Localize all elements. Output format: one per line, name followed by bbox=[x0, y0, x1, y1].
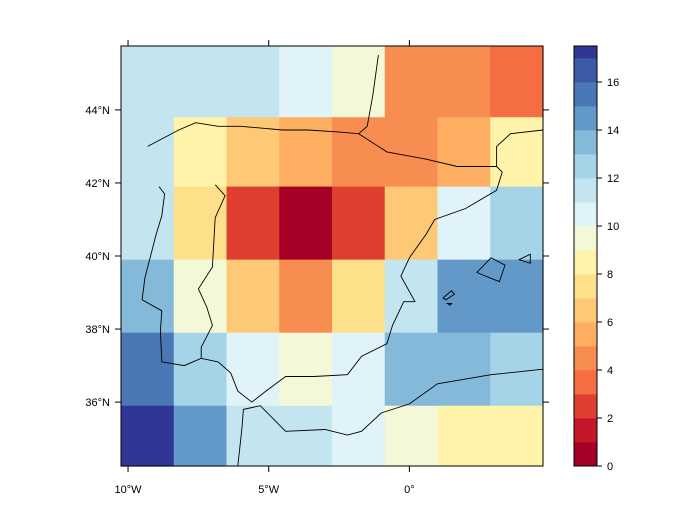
y-tick-label: 44°N bbox=[85, 105, 110, 117]
heatmap-cell bbox=[226, 46, 280, 118]
heatmap-cell bbox=[437, 117, 491, 188]
island-outline bbox=[445, 303, 453, 306]
colorbar-swatch bbox=[574, 442, 597, 467]
colorbar-swatch bbox=[574, 418, 597, 443]
heatmap-cell bbox=[173, 332, 228, 407]
colorbar-swatch bbox=[574, 154, 597, 179]
coastline-north bbox=[147, 55, 379, 147]
heatmap-cell bbox=[332, 186, 386, 261]
colorbar-swatch bbox=[574, 394, 597, 419]
heatmap-cell bbox=[279, 259, 333, 334]
heatmap-cell bbox=[384, 117, 439, 188]
heatmap-cell bbox=[173, 259, 228, 334]
heatmap-cell bbox=[226, 332, 280, 407]
colorbar-swatch bbox=[574, 322, 597, 347]
heatmap-cell bbox=[226, 405, 280, 467]
coastline-africa bbox=[237, 368, 544, 467]
colorbar-frame bbox=[573, 45, 598, 467]
heatmap-cells bbox=[121, 46, 544, 467]
colorbar-swatch bbox=[574, 370, 597, 395]
heatmap-cell bbox=[121, 46, 175, 118]
colorbar-tick-label: 0 bbox=[607, 461, 613, 473]
heatmap-cell bbox=[332, 259, 386, 334]
map-axes: 10°W 5°W 0° 36°N 38°N 40°N 42°N 44°N bbox=[85, 40, 549, 496]
heatmap-cell bbox=[437, 259, 491, 334]
colorbar-tick-label: 8 bbox=[607, 269, 613, 281]
colorbar-swatch bbox=[574, 82, 597, 107]
colorbar: 0 2 4 6 8 10 12 14 16 bbox=[573, 45, 619, 473]
island-outline bbox=[442, 290, 456, 301]
heatmap-cell bbox=[332, 332, 386, 407]
y-tick-label: 40°N bbox=[85, 251, 110, 263]
colorbar-tick-label: 4 bbox=[607, 365, 613, 377]
heatmap-cell bbox=[384, 186, 439, 261]
colorbar-tick-label: 2 bbox=[607, 413, 613, 425]
heatmap-cell bbox=[121, 186, 175, 261]
colorbar-tick-label: 16 bbox=[607, 77, 619, 89]
country-border bbox=[197, 184, 226, 359]
colorbar-swatch bbox=[574, 130, 597, 155]
y-tick-label: 36°N bbox=[85, 397, 110, 409]
x-tick-label: 10°W bbox=[115, 484, 143, 496]
island-outline bbox=[517, 253, 531, 264]
heatmap-cell bbox=[332, 117, 386, 188]
heatmap-cell bbox=[121, 405, 175, 467]
colorbar-swatch bbox=[574, 178, 597, 203]
y-tick-label: 42°N bbox=[85, 178, 110, 190]
heatmap-cell bbox=[437, 405, 491, 467]
heatmap-cell bbox=[490, 259, 544, 334]
colorbar-tick-label: 6 bbox=[607, 317, 613, 329]
x-tick-label: 5°W bbox=[258, 484, 280, 496]
heatmap-cell bbox=[121, 332, 175, 407]
heatmap-cell bbox=[384, 46, 439, 118]
y-tick-label: 38°N bbox=[85, 324, 110, 336]
colorbar-swatch bbox=[574, 202, 597, 227]
heatmap-cell bbox=[332, 46, 386, 118]
colorbar-swatch bbox=[574, 250, 597, 275]
heatmap-cell bbox=[437, 186, 491, 261]
heatmap-cell bbox=[173, 405, 228, 467]
colorbar-tick-label: 12 bbox=[607, 173, 619, 185]
heatmap-cell bbox=[490, 332, 544, 407]
colorbar-swatch bbox=[574, 298, 597, 323]
heatmap-cell bbox=[384, 332, 439, 407]
heatmap-cell bbox=[490, 117, 544, 188]
coastline-france bbox=[496, 129, 544, 167]
heatmap-cell bbox=[121, 259, 175, 334]
heatmap-cell bbox=[279, 405, 333, 467]
colorbar-swatch bbox=[574, 46, 597, 59]
heatmap-cell bbox=[437, 332, 491, 407]
island-outline bbox=[476, 257, 506, 283]
heatmap-cell bbox=[279, 46, 333, 118]
colorbar-swatch bbox=[574, 58, 597, 83]
heatmap-cell bbox=[279, 186, 333, 261]
heatmap-cell bbox=[437, 46, 491, 118]
heatmap-cell bbox=[279, 332, 333, 407]
heatmap-cell bbox=[490, 186, 544, 261]
heatmap-cell bbox=[226, 186, 280, 261]
x-tick-label: 0° bbox=[404, 484, 415, 496]
colorbar-swatch bbox=[574, 346, 597, 371]
heatmap-cell bbox=[490, 46, 544, 118]
heatmap-cell bbox=[226, 259, 280, 334]
heatmap-cell bbox=[384, 405, 439, 467]
heatmap-cell bbox=[384, 259, 439, 334]
heatmap-cell bbox=[279, 117, 333, 188]
heatmap-cell bbox=[121, 117, 175, 188]
heatmap-cell bbox=[173, 186, 228, 261]
heatmap-cell bbox=[173, 117, 228, 188]
coastline-layer bbox=[141, 55, 544, 467]
colorbar-swatch bbox=[574, 106, 597, 131]
heatmap-cell bbox=[173, 46, 228, 118]
country-border bbox=[358, 133, 497, 167]
colorbar-tick-label: 14 bbox=[607, 125, 619, 137]
colorbar-swatch bbox=[574, 274, 597, 299]
colorbar-swatch bbox=[574, 226, 597, 251]
heatmap-cell bbox=[332, 405, 386, 467]
coastline-iberia bbox=[141, 166, 503, 403]
colorbar-tick-label: 10 bbox=[607, 221, 619, 233]
heatmap-cell bbox=[490, 405, 544, 467]
